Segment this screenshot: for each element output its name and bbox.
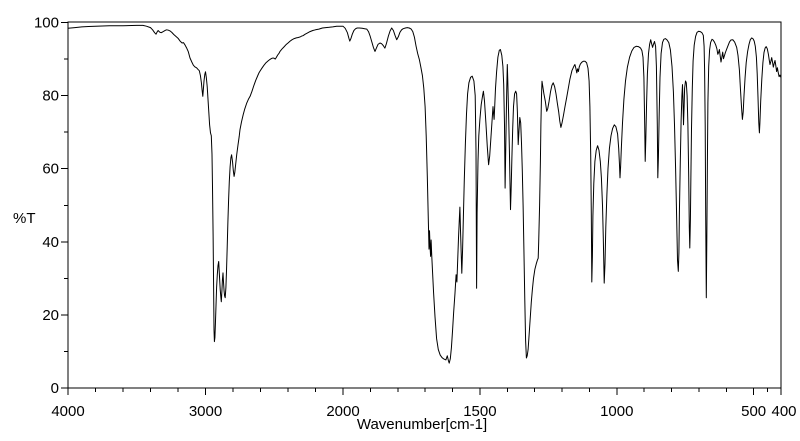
- x-tick-label: 2000: [326, 403, 359, 420]
- spectrum-curve: [67, 24, 782, 364]
- y-tick-label: 40: [42, 234, 59, 251]
- x-tick-label: 4000: [51, 403, 84, 420]
- plot-border: [67, 21, 782, 389]
- y-tick-label: 20: [42, 307, 59, 324]
- y-tick-label: 60: [42, 161, 59, 178]
- x-tick-label: 400: [771, 403, 796, 420]
- y-tick-label: 80: [42, 88, 59, 105]
- axis-ticks: [61, 22, 782, 395]
- y-tick-label: 100: [34, 15, 59, 32]
- x-tick-label: 1500: [463, 403, 496, 420]
- x-tick-label: 3000: [189, 403, 222, 420]
- x-axis-title: Wavenumber[cm-1]: [357, 416, 487, 433]
- x-tick-label: 1000: [600, 403, 633, 420]
- y-tick-label: 0: [51, 380, 59, 397]
- y-axis-title: %T: [13, 210, 36, 227]
- x-tick-label: 500: [741, 403, 766, 420]
